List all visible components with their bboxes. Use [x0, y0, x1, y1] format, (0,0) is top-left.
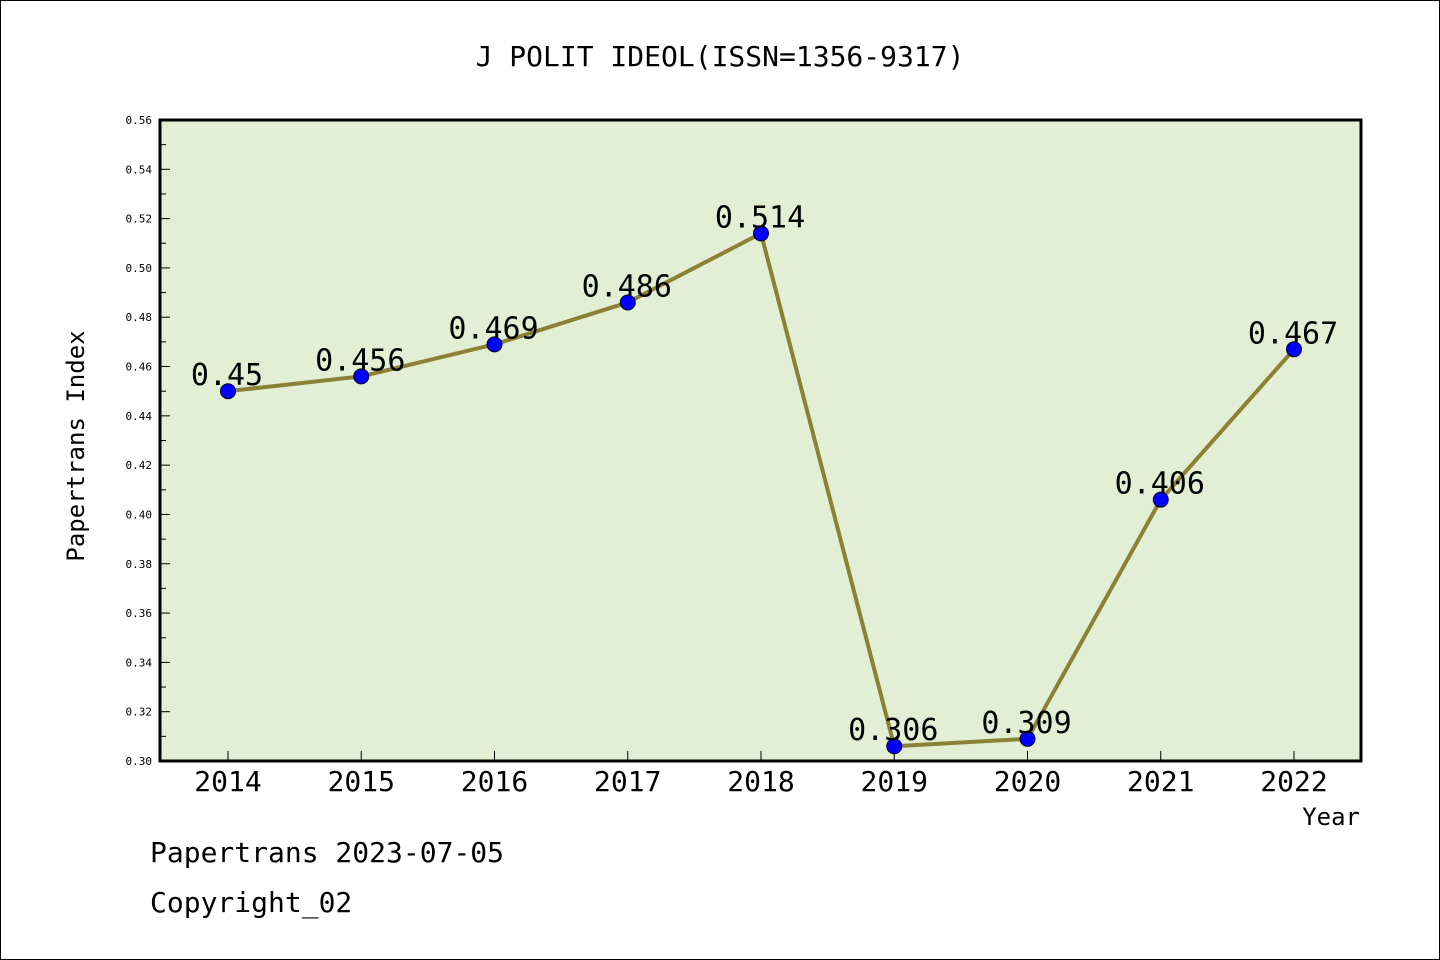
x-tick-label: 2017	[594, 765, 661, 798]
data-label: 0.469	[448, 311, 538, 346]
x-tick-label: 2016	[461, 765, 528, 798]
data-label: 0.309	[981, 706, 1071, 741]
data-label: 0.456	[315, 343, 405, 378]
data-point	[886, 738, 903, 755]
data-point	[1152, 491, 1169, 508]
data-point	[486, 336, 503, 353]
y-tick-label: 0.36	[126, 607, 153, 620]
data-label: 0.514	[715, 200, 805, 235]
data-point	[220, 383, 236, 400]
y-tick-label: 0.30	[126, 755, 153, 768]
y-axis: 0.30 0.32 0.34 0.36 0.38 0.40 0.42 0.44 0.46 0.48…	[126, 114, 170, 768]
data-label: 0.467	[1248, 316, 1338, 351]
data-label: 0.486	[582, 269, 672, 304]
data-point	[1019, 730, 1036, 747]
x-tick-label: 2015	[328, 765, 395, 798]
y-tick-label: 0.56	[126, 114, 153, 127]
data-label: 0.406	[1115, 467, 1205, 502]
y-axis-label: Papertrans Index	[62, 330, 90, 561]
footer-copyright: Copyright_02	[150, 886, 353, 919]
data-point	[753, 225, 769, 242]
x-tick-label: 2019	[861, 765, 928, 798]
x-axis-label: Year	[1302, 803, 1360, 831]
data-label: 0.45	[191, 358, 263, 393]
x-tick-label: 2022	[1260, 765, 1327, 798]
y-tick-label: 0.46	[126, 361, 153, 374]
footer-date: Papertrans 2023-07-05	[150, 836, 505, 869]
chart-title: J POLIT IDEOL(ISSN=1356-9317)	[476, 40, 965, 73]
x-tick-label: 2018	[727, 765, 794, 798]
y-tick-label: 0.50	[126, 262, 153, 275]
y-tick-label: 0.42	[126, 459, 153, 472]
y-tick-label: 0.32	[126, 706, 153, 719]
x-tick-label: 2014	[194, 765, 261, 798]
series-layer: 0.45 0.456 0.469 0.486 0.514 0.306 0.309 0.406 0…	[191, 200, 1338, 755]
y-tick-label: 0.44	[126, 410, 153, 423]
data-point	[1286, 341, 1302, 358]
y-tick-label: 0.38	[126, 558, 153, 571]
x-tick-label: 2020	[994, 765, 1061, 798]
data-point	[619, 294, 636, 311]
y-tick-label: 0.40	[126, 508, 153, 521]
x-tick-label: 2021	[1127, 765, 1194, 798]
y-tick-label: 0.52	[126, 213, 153, 226]
data-label: 0.306	[848, 713, 938, 748]
y-tick-label: 0.34	[126, 656, 153, 669]
y-tick-label: 0.48	[126, 311, 153, 324]
y-tick-label: 0.54	[126, 163, 153, 176]
data-point	[353, 368, 370, 385]
x-axis: 2014 2015 2016 2017 2018 2019 2020 2021 2022	[194, 751, 1328, 798]
